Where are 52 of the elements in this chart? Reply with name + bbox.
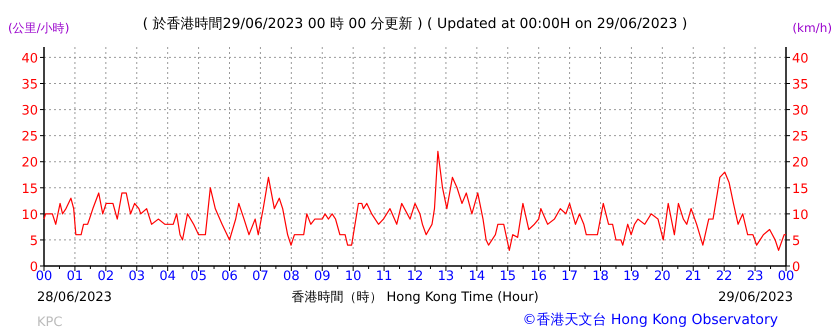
y-tick-label: 40 <box>21 51 38 66</box>
x-tick-label: 09 <box>314 269 331 284</box>
x-tick-label: 13 <box>438 269 454 284</box>
x-tick-label: 06 <box>221 269 238 284</box>
x-axis-title: 香港時間（時） Hong Kong Time (Hour) <box>291 290 539 305</box>
x-tick-label: 19 <box>623 269 640 284</box>
x-tick-label: 14 <box>468 269 486 284</box>
y-tick-label: 20 <box>21 156 38 171</box>
x-tick-label: 22 <box>716 269 732 284</box>
x-tick-label: 02 <box>98 269 114 284</box>
y2-tick-label: 15 <box>792 182 809 197</box>
x-tick-label: 17 <box>561 269 578 284</box>
text: 28/06/2023 <box>37 290 112 305</box>
y-tick-label: 35 <box>21 78 38 92</box>
y2-tick-label: 5 <box>792 234 800 249</box>
x-tick-label: 23 <box>746 269 764 284</box>
y-tick-label: 10 <box>21 208 38 223</box>
text: KPC <box>37 315 62 330</box>
x-tick-label: 08 <box>283 269 300 284</box>
text: 29/06/2023 <box>718 290 793 305</box>
y2-tick-label: 20 <box>792 156 809 171</box>
x-tick-label: 00 <box>778 269 794 284</box>
chart-title: ( 於香港時間29/06/2023 00 時 00 分更新 ) ( Updated at 00:00H on 29/06/2023 ) <box>142 16 688 32</box>
y2-tick-label: 35 <box>792 78 809 92</box>
y2-tick-label: 40 <box>792 51 809 66</box>
y2-tick-label: 25 <box>792 130 809 145</box>
x-tick-label: 20 <box>654 269 671 284</box>
y2-tick-label: 30 <box>792 104 809 119</box>
x-tick-label: 18 <box>592 269 609 284</box>
y2-tick-label: 0 <box>792 260 800 275</box>
y-tick-label: 15 <box>21 182 38 197</box>
text: ©香港天文台 Hong Kong Observatory <box>522 312 778 328</box>
y-tick-label: 5 <box>30 234 38 249</box>
y-tick-label: 25 <box>21 130 38 145</box>
x-tick-label: 03 <box>128 269 146 284</box>
x-tick-label: 12 <box>406 269 424 284</box>
y-tick-label: 30 <box>21 104 38 119</box>
x-tick-label: 21 <box>684 269 702 284</box>
x-tick-label: 04 <box>159 269 176 284</box>
x-tick-label: 15 <box>499 269 516 284</box>
y-tick-label: 0 <box>30 260 38 275</box>
y2-axis-title: (km/h) <box>792 21 832 35</box>
x-tick-label: 00 <box>36 269 52 284</box>
y-axis-title: (公里/小時) <box>8 21 70 35</box>
x-tick-label: 10 <box>344 269 362 284</box>
x-tick-label: 05 <box>190 269 207 284</box>
x-tick-label: 01 <box>66 269 84 284</box>
y2-tick-label: 10 <box>792 208 809 223</box>
x-tick-label: 11 <box>376 269 392 284</box>
x-tick-label: 07 <box>252 269 269 284</box>
line-series <box>43 150 787 251</box>
x-tick-label: 16 <box>530 269 547 284</box>
